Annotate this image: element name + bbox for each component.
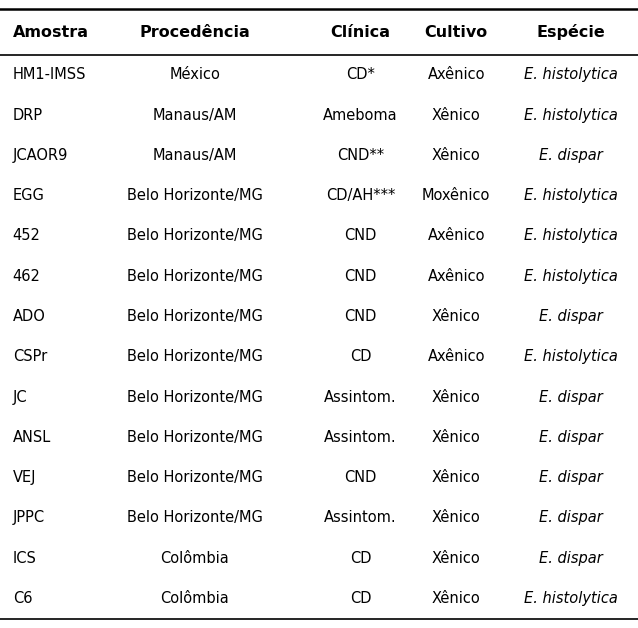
Text: Xênico: Xênico (432, 148, 480, 163)
Text: Moxênico: Moxênico (422, 188, 491, 203)
Text: Belo Horizonte/MG: Belo Horizonte/MG (127, 511, 262, 526)
Text: Ameboma: Ameboma (323, 107, 397, 122)
Text: E. histolytica: E. histolytica (524, 67, 618, 82)
Text: Xênico: Xênico (432, 591, 480, 606)
Text: JC: JC (13, 389, 27, 404)
Text: E. histolytica: E. histolytica (524, 188, 618, 203)
Text: CND**: CND** (337, 148, 384, 163)
Text: VEJ: VEJ (13, 470, 36, 485)
Text: Assintom.: Assintom. (324, 430, 397, 445)
Text: ADO: ADO (13, 309, 46, 324)
Text: JCAOR9: JCAOR9 (13, 148, 68, 163)
Text: Belo Horizonte/MG: Belo Horizonte/MG (127, 269, 262, 284)
Text: Belo Horizonte/MG: Belo Horizonte/MG (127, 188, 262, 203)
Text: CD: CD (350, 591, 371, 606)
Text: CSPr: CSPr (13, 349, 47, 364)
Text: Xênico: Xênico (432, 389, 480, 404)
Text: Assintom.: Assintom. (324, 389, 397, 404)
Text: HM1-IMSS: HM1-IMSS (13, 67, 86, 82)
Text: E. histolytica: E. histolytica (524, 349, 618, 364)
Text: ANSL: ANSL (13, 430, 51, 445)
Text: México: México (169, 67, 220, 82)
Text: 452: 452 (13, 229, 41, 244)
Text: E. histolytica: E. histolytica (524, 269, 618, 284)
Text: CND: CND (345, 470, 376, 485)
Text: Xênico: Xênico (432, 551, 480, 566)
Text: Procedência: Procedência (139, 24, 250, 40)
Text: C6: C6 (13, 591, 33, 606)
Text: Xênico: Xênico (432, 511, 480, 526)
Text: E. dispar: E. dispar (539, 511, 603, 526)
Text: JPPC: JPPC (13, 511, 45, 526)
Text: Colômbia: Colômbia (160, 591, 229, 606)
Text: Belo Horizonte/MG: Belo Horizonte/MG (127, 349, 262, 364)
Text: Manaus/AM: Manaus/AM (152, 148, 237, 163)
Text: Axênico: Axênico (427, 349, 485, 364)
Text: Espécie: Espécie (537, 24, 605, 40)
Text: CD*: CD* (346, 67, 375, 82)
Text: CD/AH***: CD/AH*** (326, 188, 395, 203)
Text: Xênico: Xênico (432, 430, 480, 445)
Text: Manaus/AM: Manaus/AM (152, 107, 237, 122)
Text: Belo Horizonte/MG: Belo Horizonte/MG (127, 229, 262, 244)
Text: CND: CND (345, 269, 376, 284)
Text: Axênico: Axênico (427, 67, 485, 82)
Text: Assintom.: Assintom. (324, 511, 397, 526)
Text: Colômbia: Colômbia (160, 551, 229, 566)
Text: Xênico: Xênico (432, 470, 480, 485)
Text: E. dispar: E. dispar (539, 551, 603, 566)
Text: ICS: ICS (13, 551, 36, 566)
Text: Belo Horizonte/MG: Belo Horizonte/MG (127, 470, 262, 485)
Text: Cultivo: Cultivo (424, 24, 488, 40)
Text: E. histolytica: E. histolytica (524, 229, 618, 244)
Text: DRP: DRP (13, 107, 43, 122)
Text: E. histolytica: E. histolytica (524, 591, 618, 606)
Text: E. histolytica: E. histolytica (524, 107, 618, 122)
Text: CND: CND (345, 309, 376, 324)
Text: Xênico: Xênico (432, 107, 480, 122)
Text: CD: CD (350, 349, 371, 364)
Text: 462: 462 (13, 269, 41, 284)
Text: E. dispar: E. dispar (539, 389, 603, 404)
Text: Axênico: Axênico (427, 229, 485, 244)
Text: E. dispar: E. dispar (539, 470, 603, 485)
Text: Belo Horizonte/MG: Belo Horizonte/MG (127, 309, 262, 324)
Text: Belo Horizonte/MG: Belo Horizonte/MG (127, 430, 262, 445)
Text: E. dispar: E. dispar (539, 309, 603, 324)
Text: CND: CND (345, 229, 376, 244)
Text: EGG: EGG (13, 188, 45, 203)
Text: Clínica: Clínica (330, 24, 390, 40)
Text: CD: CD (350, 551, 371, 566)
Text: Amostra: Amostra (13, 24, 89, 40)
Text: E. dispar: E. dispar (539, 148, 603, 163)
Text: Belo Horizonte/MG: Belo Horizonte/MG (127, 389, 262, 404)
Text: Xênico: Xênico (432, 309, 480, 324)
Text: Axênico: Axênico (427, 269, 485, 284)
Text: E. dispar: E. dispar (539, 430, 603, 445)
